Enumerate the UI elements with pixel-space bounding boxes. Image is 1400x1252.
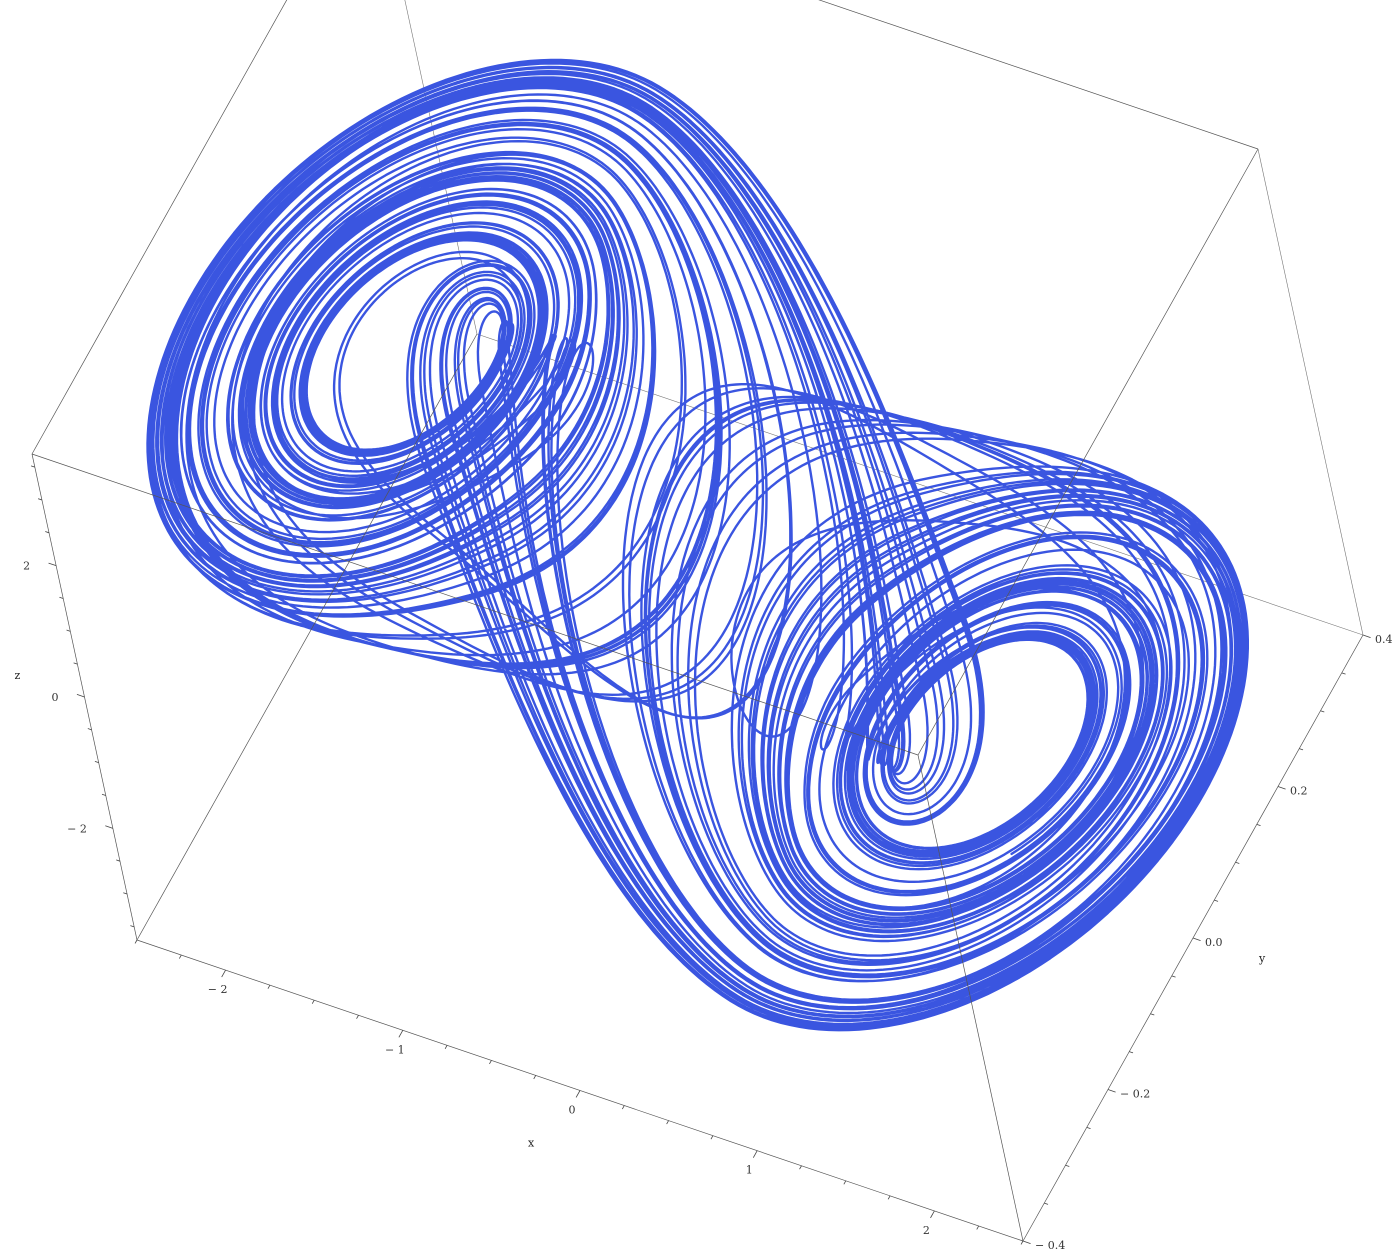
y-axis-tick-mark <box>1150 1013 1155 1016</box>
z-axis-tick-mark <box>66 629 71 632</box>
y-axis-tick-mark <box>1171 975 1176 978</box>
z-axis-tick-mark <box>101 793 106 796</box>
box-edge <box>818 0 1259 150</box>
box-edge <box>917 754 1024 1242</box>
z-axis-tick-label: 0 <box>52 691 59 704</box>
z-axis-tick-mark <box>123 892 128 895</box>
z-axis-tick-mark <box>116 859 121 862</box>
x-axis-tick-label: 0 <box>569 1104 576 1117</box>
x-axis-tick-mark <box>444 1045 448 1050</box>
y-axis-tick-mark <box>1277 786 1286 790</box>
y-axis-tick-mark <box>1044 1202 1049 1205</box>
x-axis-tick-label: − 1 <box>385 1043 405 1056</box>
x-axis-tick-mark <box>489 1060 492 1065</box>
y-axis-tick-mark <box>1086 1126 1091 1130</box>
x-axis-label: x <box>528 1137 535 1150</box>
x-axis-tick-mark <box>976 1225 980 1230</box>
z-axis-tick-mark <box>76 694 85 698</box>
x-axis-tick-mark <box>666 1120 669 1125</box>
y-axis-tick-label: 0.2 <box>1290 785 1308 798</box>
x-axis-tick-mark <box>311 1000 315 1004</box>
x-axis-tick-mark <box>843 1180 847 1185</box>
y-axis-tick-mark <box>1320 710 1325 713</box>
y-axis-tick-label: 0.0 <box>1205 936 1223 949</box>
z-axis-tick-mark <box>45 531 50 534</box>
z-axis-tick-mark <box>59 596 64 599</box>
attractor-trajectory <box>146 58 1250 1032</box>
y-axis-tick-mark <box>1362 634 1371 638</box>
box-edge <box>1257 148 1364 636</box>
y-axis-label: y <box>1258 952 1266 965</box>
x-axis-tick-mark <box>752 1150 758 1158</box>
y-axis-tick-mark <box>1256 823 1261 827</box>
x-axis-tick-mark <box>930 1210 935 1219</box>
box-edge <box>476 333 1364 636</box>
y-axis-tick-mark <box>1129 1051 1134 1054</box>
x-axis-tick-mark <box>221 969 226 978</box>
x-axis-tick-label: 2 <box>923 1224 930 1237</box>
y-axis-tick-mark <box>1192 937 1201 941</box>
y-axis-tick-mark <box>1107 1089 1116 1093</box>
axis-ticks: − 2 − 1 0 1 2 − 0.4 − 0.2 0.0 0.2 0.4 − 2 0 2 <box>23 465 1393 1252</box>
z-axis-tick-mark <box>38 498 43 501</box>
z-axis-tick-mark <box>73 662 78 665</box>
x-axis-tick-mark <box>178 954 182 959</box>
x-axis-tick-mark <box>575 1090 581 1098</box>
x-axis-tick-mark <box>1020 1240 1024 1245</box>
y-axis-tick-mark <box>1022 1240 1031 1244</box>
z-axis-tick-mark <box>87 728 92 731</box>
box-edge <box>917 148 1259 756</box>
x-axis-tick-mark <box>887 1195 891 1200</box>
attractor-curve-layer <box>146 58 1250 1032</box>
x-axis-tick-mark <box>356 1015 359 1019</box>
z-axis-tick-label: − 2 <box>67 822 87 835</box>
x-axis-tick-mark <box>621 1105 625 1110</box>
y-axis-tick-mark <box>1235 861 1240 864</box>
z-axis-tick-mark <box>48 562 57 567</box>
z-axis-tick-mark <box>105 825 114 829</box>
x-axis-tick-label: − 2 <box>208 983 228 996</box>
box-edge <box>136 333 478 941</box>
axis-labels: x y z <box>15 669 1267 1150</box>
x-axis-tick-label: 1 <box>746 1164 753 1177</box>
y-axis-tick-label: − 0.4 <box>1035 1239 1065 1252</box>
x-axis-tick-mark <box>398 1030 404 1038</box>
y-axis-tick-mark <box>1299 748 1304 751</box>
x-axis-tick-mark <box>267 984 271 989</box>
z-axis-tick-mark <box>94 761 99 764</box>
y-axis-tick-label: − 0.2 <box>1120 1088 1150 1101</box>
y-axis-tick-label: 0.4 <box>1375 633 1393 646</box>
y-axis-tick-mark <box>1214 899 1219 902</box>
y-axis-tick-mark <box>1341 672 1346 675</box>
bounding-box-front-edges <box>31 0 1364 1242</box>
box-edge <box>31 0 288 455</box>
z-axis-label: z <box>15 669 21 682</box>
z-axis-tick-mark <box>30 465 35 468</box>
z-axis-tick-label: 2 <box>23 560 30 573</box>
x-axis-tick-mark <box>710 1135 714 1140</box>
z-axis-tick-mark <box>130 925 135 928</box>
box-edge <box>31 453 919 756</box>
x-axis-tick-mark <box>533 1075 537 1080</box>
y-axis-tick-mark <box>1065 1164 1070 1167</box>
x-axis-tick-mark <box>134 939 138 944</box>
x-axis-tick-mark <box>799 1165 802 1170</box>
